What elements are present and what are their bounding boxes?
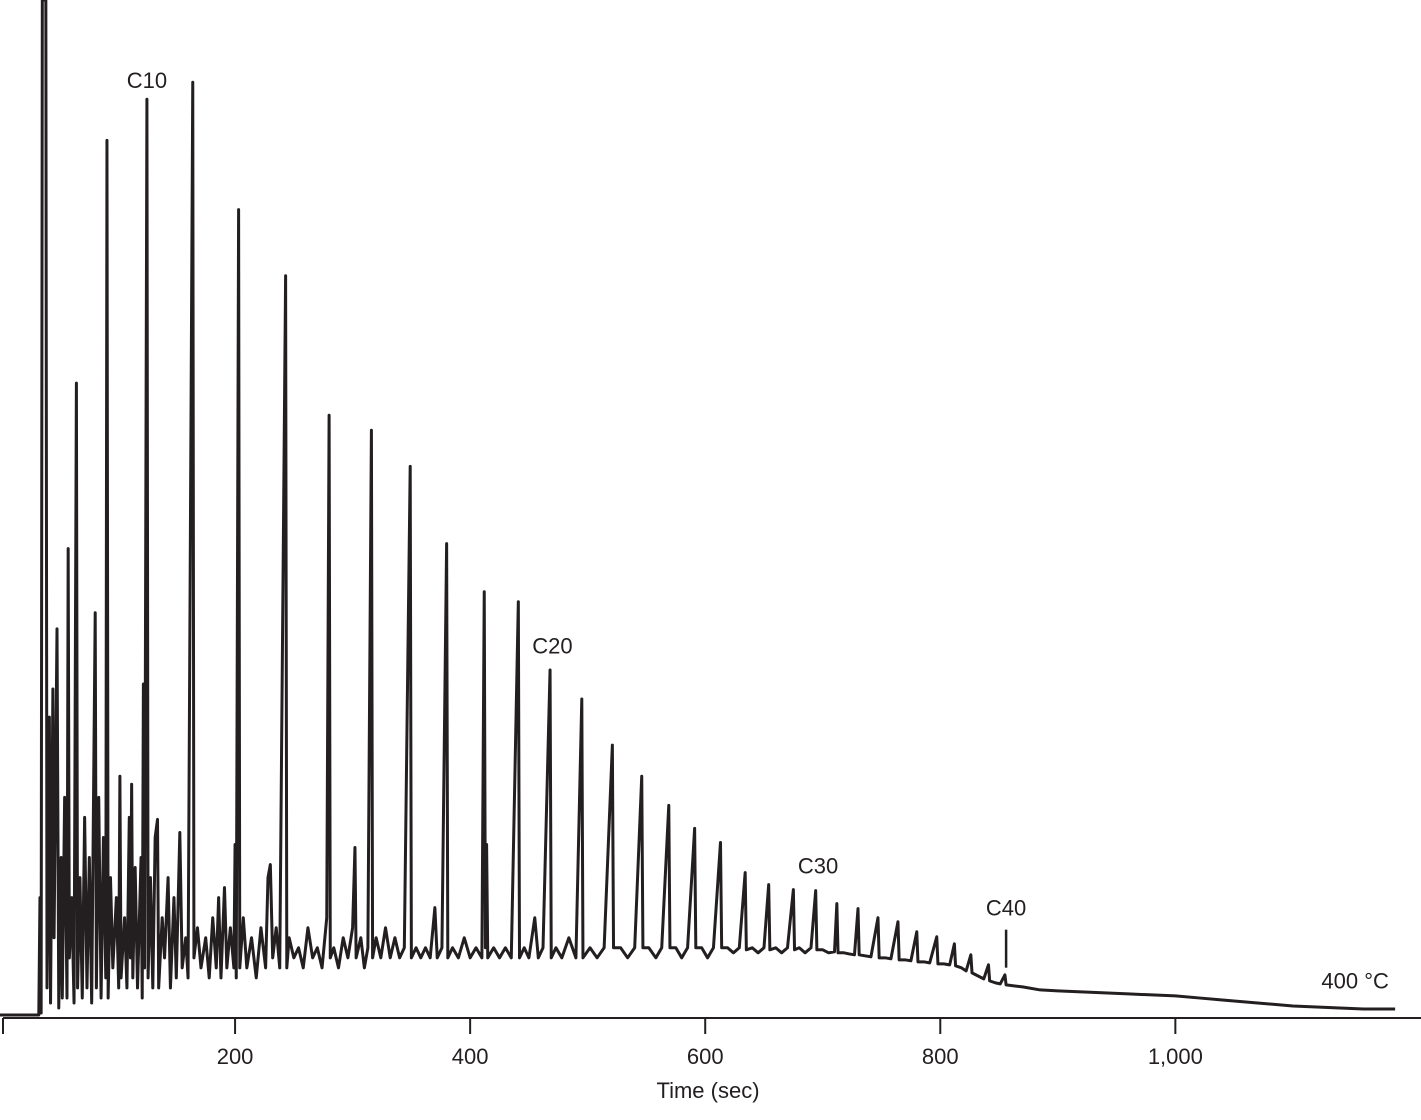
- annotation: C40: [986, 895, 1026, 920]
- x-tick-label: 200: [217, 1044, 254, 1069]
- annotation: C10: [127, 68, 167, 93]
- x-axis-label: Time (sec): [656, 1078, 759, 1103]
- annotation: 400 °C: [1321, 969, 1389, 994]
- annotation: C20: [532, 634, 572, 659]
- x-tick-label: 1,000: [1148, 1044, 1203, 1069]
- x-tick-label: 400: [452, 1044, 489, 1069]
- trace-line: [0, 0, 1396, 1017]
- x-tick-label: 800: [922, 1044, 959, 1069]
- x-tick-label: 600: [687, 1044, 724, 1069]
- annotation: C30: [798, 853, 838, 878]
